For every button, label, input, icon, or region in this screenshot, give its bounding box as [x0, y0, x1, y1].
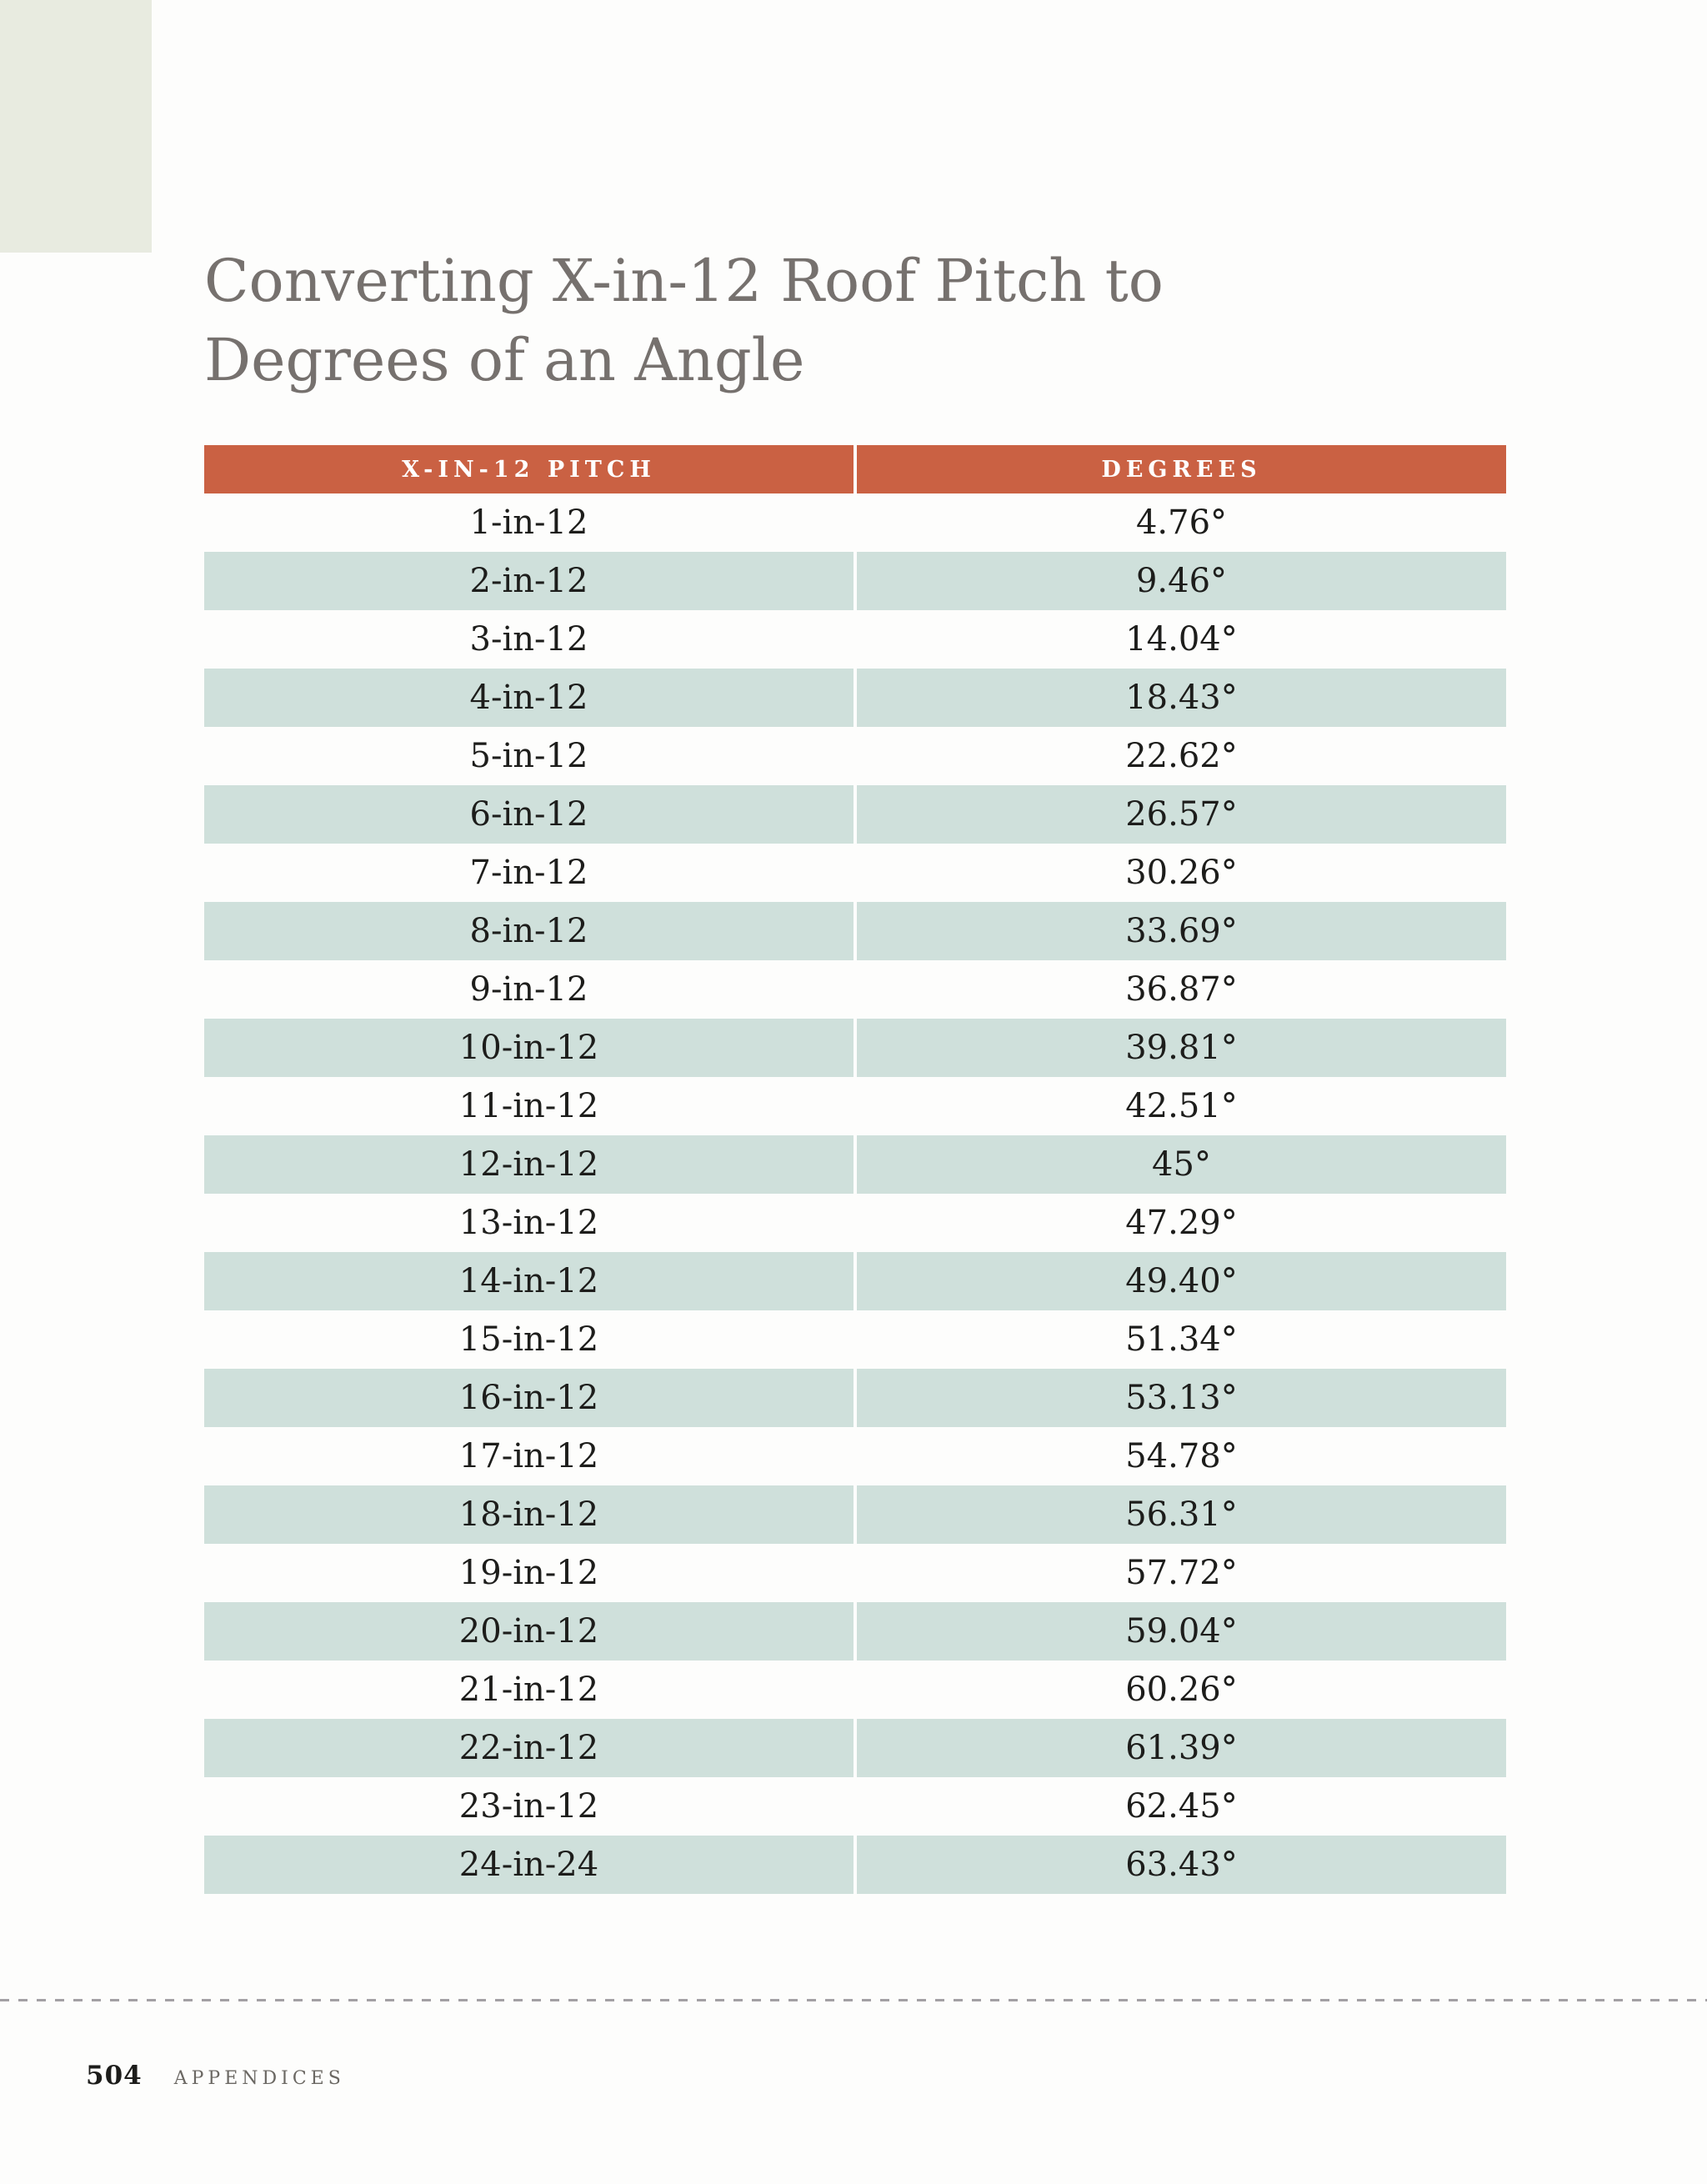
degrees-cell: 60.26°	[854, 1661, 1506, 1719]
table-body: 1-in-12 4.76° 2-in-12 9.46° 3-in-12 14.04° …	[204, 493, 1506, 1894]
table-row: 15-in-12 51.34°	[204, 1310, 1506, 1369]
table-row: 22-in-12 61.39°	[204, 1719, 1506, 1777]
page-footer: 504 APPENDICES	[86, 2061, 345, 2091]
pitch-cell: 3-in-12	[469, 620, 588, 659]
degrees-cell: 61.39°	[854, 1719, 1506, 1777]
table-row: 19-in-12 57.72°	[204, 1544, 1506, 1602]
column-header-degrees: DEGREES	[854, 445, 1506, 493]
pitch-cell: 7-in-12	[469, 854, 588, 892]
degrees-cell: 42.51°	[854, 1077, 1506, 1135]
table-row: 3-in-12 14.04°	[204, 610, 1506, 669]
degrees-cell: 49.40°	[854, 1252, 1506, 1310]
pitch-cell: 11-in-12	[458, 1087, 599, 1125]
table-row: 13-in-12 47.29°	[204, 1194, 1506, 1252]
pitch-cell: 14-in-12	[458, 1262, 599, 1300]
degrees-cell: 54.78°	[854, 1427, 1506, 1485]
table-row: 24-in-24 63.43°	[204, 1836, 1506, 1894]
pitch-cell: 15-in-12	[458, 1320, 599, 1359]
pitch-cell: 9-in-12	[469, 970, 588, 1009]
table-row: 11-in-12 42.51°	[204, 1077, 1506, 1135]
table-row: 14-in-12 49.40°	[204, 1252, 1506, 1310]
pitch-cell: 8-in-12	[469, 912, 588, 950]
degrees-cell: 22.62°	[854, 727, 1506, 785]
degrees-cell: 36.87°	[854, 960, 1506, 1019]
pitch-cell: 2-in-12	[469, 562, 588, 600]
degrees-cell: 4.76°	[854, 493, 1506, 552]
table-row: 8-in-12 33.69°	[204, 902, 1506, 960]
page-title-line2: Degrees of an Angle	[204, 326, 805, 394]
table-row: 9-in-12 36.87°	[204, 960, 1506, 1019]
degrees-cell: 63.43°	[854, 1836, 1506, 1894]
degrees-cell: 30.26°	[854, 844, 1506, 902]
degrees-cell: 51.34°	[854, 1310, 1506, 1369]
column-header-pitch: X-IN-12 PITCH	[204, 445, 855, 493]
pitch-cell: 22-in-12	[458, 1729, 599, 1767]
degrees-cell: 57.72°	[854, 1544, 1506, 1602]
degrees-cell: 53.13°	[854, 1369, 1506, 1427]
table-header: X-IN-12 PITCH DEGREES	[204, 445, 1506, 493]
table-row: 23-in-12 62.45°	[204, 1777, 1506, 1836]
pitch-cell: 5-in-12	[469, 737, 588, 775]
table-row: 5-in-12 22.62°	[204, 727, 1506, 785]
pitch-cell: 23-in-12	[458, 1787, 599, 1826]
degrees-cell: 45°	[854, 1135, 1506, 1194]
table-row: 6-in-12 26.57°	[204, 785, 1506, 844]
degrees-cell: 18.43°	[854, 669, 1506, 727]
pitch-conversion-table: X-IN-12 PITCH DEGREES 1-in-12 4.76° 2-in-…	[204, 445, 1506, 1894]
footer-divider-dashed-line	[0, 1999, 1707, 2001]
degrees-cell: 56.31°	[854, 1485, 1506, 1544]
pitch-cell: 21-in-12	[458, 1671, 599, 1709]
table-row: 20-in-12 59.04°	[204, 1602, 1506, 1661]
degrees-cell: 33.69°	[854, 902, 1506, 960]
pitch-cell: 13-in-12	[458, 1204, 599, 1242]
table-row: 12-in-12 45°	[204, 1135, 1506, 1194]
degrees-cell: 14.04°	[854, 610, 1506, 669]
table-row: 16-in-12 53.13°	[204, 1369, 1506, 1427]
pitch-cell: 18-in-12	[458, 1495, 599, 1534]
table-row: 18-in-12 56.31°	[204, 1485, 1506, 1544]
page-title: Converting X-in-12 Roof Pitch to Degrees…	[204, 242, 1454, 400]
degrees-cell: 62.45°	[854, 1777, 1506, 1836]
degrees-cell: 26.57°	[854, 785, 1506, 844]
pitch-cell: 17-in-12	[458, 1437, 599, 1475]
pitch-cell: 19-in-12	[458, 1554, 599, 1592]
pitch-cell: 10-in-12	[458, 1029, 599, 1067]
page-number: 504	[86, 2061, 143, 2091]
pitch-cell: 24-in-24	[458, 1846, 599, 1884]
page-title-line1: Converting X-in-12 Roof Pitch to	[204, 247, 1164, 315]
degrees-cell: 59.04°	[854, 1602, 1506, 1661]
pitch-cell: 12-in-12	[458, 1145, 599, 1184]
degrees-cell: 47.29°	[854, 1194, 1506, 1252]
pitch-cell: 1-in-12	[469, 503, 588, 542]
table-row: 21-in-12 60.26°	[204, 1661, 1506, 1719]
degrees-cell: 9.46°	[854, 552, 1506, 610]
pitch-cell: 16-in-12	[458, 1379, 599, 1417]
table-row: 2-in-12 9.46°	[204, 552, 1506, 610]
section-label: APPENDICES	[173, 2068, 345, 2089]
pitch-cell: 4-in-12	[469, 679, 588, 717]
header-row: X-IN-12 PITCH DEGREES	[204, 445, 1506, 493]
pitch-cell: 6-in-12	[469, 795, 588, 834]
table-row: 10-in-12 39.81°	[204, 1019, 1506, 1077]
table-row: 17-in-12 54.78°	[204, 1427, 1506, 1485]
degrees-cell: 39.81°	[854, 1019, 1506, 1077]
table-row: 4-in-12 18.43°	[204, 669, 1506, 727]
table-row: 7-in-12 30.26°	[204, 844, 1506, 902]
table-row: 1-in-12 4.76°	[204, 493, 1506, 552]
corner-accent-block	[0, 0, 152, 253]
pitch-cell: 20-in-12	[458, 1612, 599, 1651]
